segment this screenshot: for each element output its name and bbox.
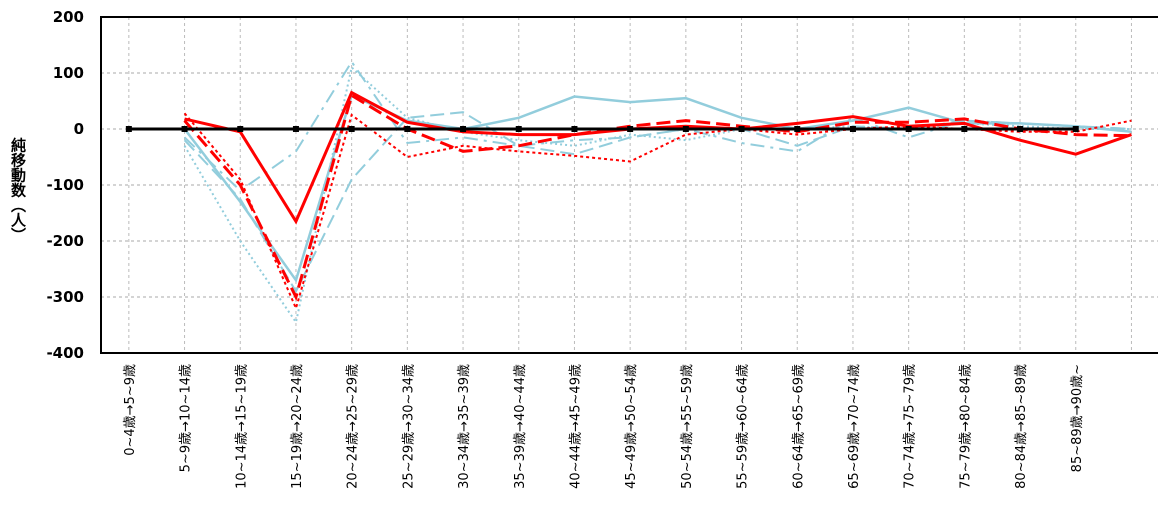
x-tick-label: 85~89歳→90歳~ bbox=[1070, 364, 1085, 472]
y-tick-label: 0 bbox=[74, 120, 84, 138]
y-tick-label: 200 bbox=[53, 8, 84, 26]
x-tick-label: 45~49歳→50~54歳 bbox=[624, 364, 639, 489]
x-tick-label: 60~64歳→65~69歳 bbox=[791, 364, 806, 489]
x-tick-label: 50~54歳→55~59歳 bbox=[680, 364, 695, 489]
x-tick-label: 0~4歳→5~9歳 bbox=[123, 364, 138, 456]
y-tick-label: -100 bbox=[46, 176, 84, 194]
marker bbox=[237, 126, 244, 132]
x-tick-label: 25~29歳→30~34歳 bbox=[401, 364, 416, 489]
marker bbox=[348, 126, 355, 132]
marker bbox=[794, 126, 801, 132]
marker bbox=[1072, 126, 1079, 132]
marker bbox=[460, 126, 467, 132]
marker bbox=[849, 126, 856, 132]
marker bbox=[404, 126, 411, 132]
marker bbox=[181, 126, 188, 132]
y-tick-label: -300 bbox=[46, 288, 84, 306]
marker bbox=[515, 126, 522, 132]
marker bbox=[905, 126, 912, 132]
series-line bbox=[183, 111, 1132, 294]
x-tick-label: 70~74歳→75~79歳 bbox=[903, 364, 918, 489]
marker bbox=[961, 126, 968, 132]
y-tick-label: -200 bbox=[46, 232, 84, 250]
x-tick-label: 5~9歳→10~14歳 bbox=[179, 364, 194, 472]
marker bbox=[125, 126, 132, 132]
plot-border bbox=[100, 16, 1158, 354]
x-tick-label: 30~34歳→35~39歳 bbox=[457, 364, 472, 489]
y-tick-label: 100 bbox=[53, 64, 84, 82]
marker bbox=[1017, 126, 1024, 132]
x-tick-label: 10~14歳→15~19歳 bbox=[234, 364, 249, 489]
x-tick-label: 65~69歳→70~74歳 bbox=[847, 364, 862, 489]
series-line bbox=[183, 112, 1132, 312]
marker bbox=[292, 126, 299, 132]
series-line bbox=[183, 93, 1132, 302]
x-tick-label: 55~59歳→60~64歳 bbox=[736, 364, 751, 489]
x-tick-label: 20~24歳→25~29歳 bbox=[346, 364, 361, 489]
marker bbox=[682, 126, 689, 132]
marker bbox=[571, 126, 578, 132]
x-tick-label: 75~79歳→80~84歳 bbox=[958, 364, 973, 489]
marker bbox=[738, 126, 745, 132]
y-tick-label: -400 bbox=[46, 344, 84, 362]
x-tick-label: 80~84歳→85~89歳 bbox=[1014, 364, 1029, 489]
series-line bbox=[183, 65, 1132, 325]
y-axis-label: 純移動数（人） bbox=[9, 137, 27, 243]
x-tick-label: 15~19歳→20~24歳 bbox=[290, 364, 305, 489]
marker bbox=[627, 126, 634, 132]
x-tick-label: 35~39歳→40~44歳 bbox=[513, 364, 528, 489]
x-tick-label: 40~44歳→45~49歳 bbox=[568, 364, 583, 489]
